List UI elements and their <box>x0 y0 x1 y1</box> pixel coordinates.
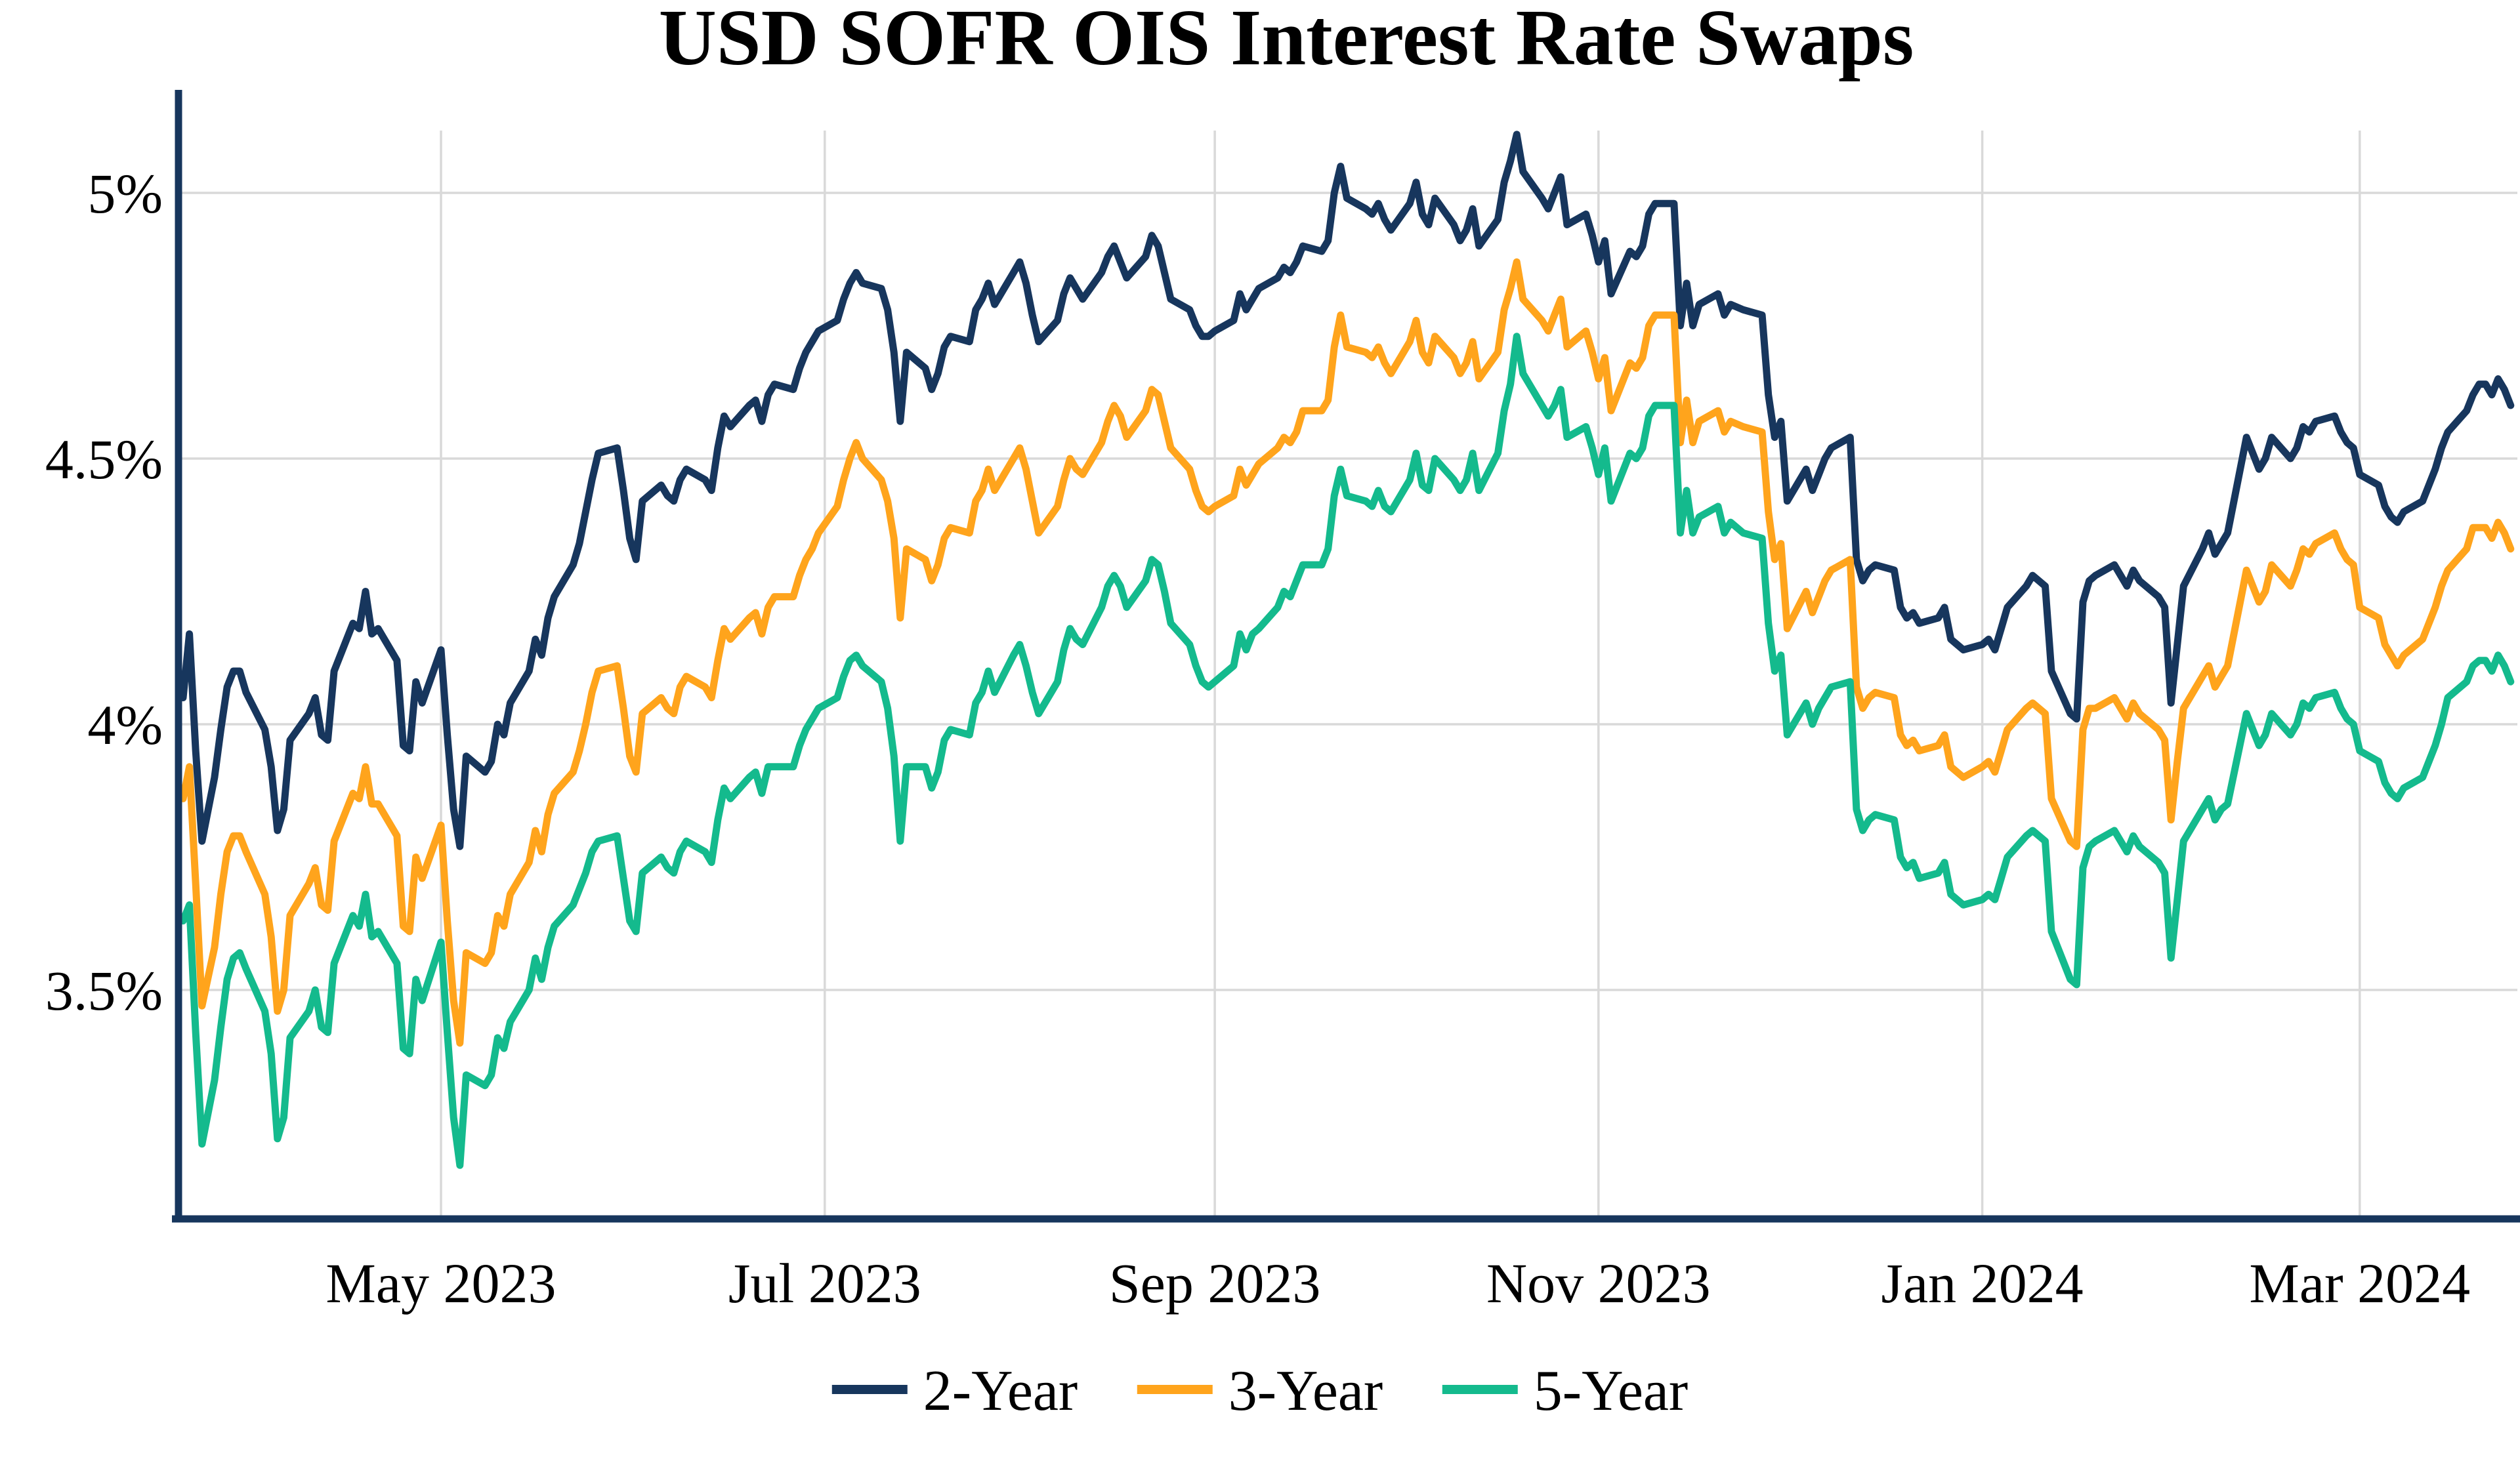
chart-legend: 2-Year 3-Year 5-Year <box>831 1359 1688 1423</box>
legend-label: 5-Year <box>1534 1359 1688 1423</box>
x-tick-label: Jan 2024 <box>1881 1252 2084 1315</box>
legend-item-5-year: 5-Year <box>1442 1359 1688 1423</box>
series-line-5-year <box>179 333 2515 1169</box>
x-tick-label: Nov 2023 <box>1486 1252 1711 1315</box>
series-line-3-year <box>179 258 2515 1047</box>
series-lines <box>179 131 2515 1169</box>
y-tick-label: 3.5% <box>45 959 163 1022</box>
x-tick-label: Jul 2023 <box>728 1252 921 1315</box>
x-tick-label: May 2023 <box>326 1252 556 1315</box>
series-line-2-year <box>179 131 2515 850</box>
legend-item-3-year: 3-Year <box>1137 1359 1383 1423</box>
y-tick-label: 5% <box>87 162 163 225</box>
x-tick-label: Mar 2024 <box>2249 1252 2470 1315</box>
y-tick-label: 4.5% <box>45 428 163 491</box>
legend-label: 3-Year <box>1228 1359 1383 1423</box>
chart-title: USD SOFR OIS Interest Rate Swaps <box>659 0 1914 82</box>
x-tick-label: Sep 2023 <box>1109 1252 1321 1315</box>
legend-item-2-year: 2-Year <box>831 1359 1078 1423</box>
y-axis-tick-labels: 5% 4.5% 4% 3.5% <box>45 162 163 1022</box>
y-tick-label: 4% <box>87 693 163 756</box>
x-axis-tick-labels: May 2023 Jul 2023 Sep 2023 Nov 2023 Jan 2024… <box>326 1252 2470 1315</box>
legend-label: 2-Year <box>923 1359 1078 1423</box>
